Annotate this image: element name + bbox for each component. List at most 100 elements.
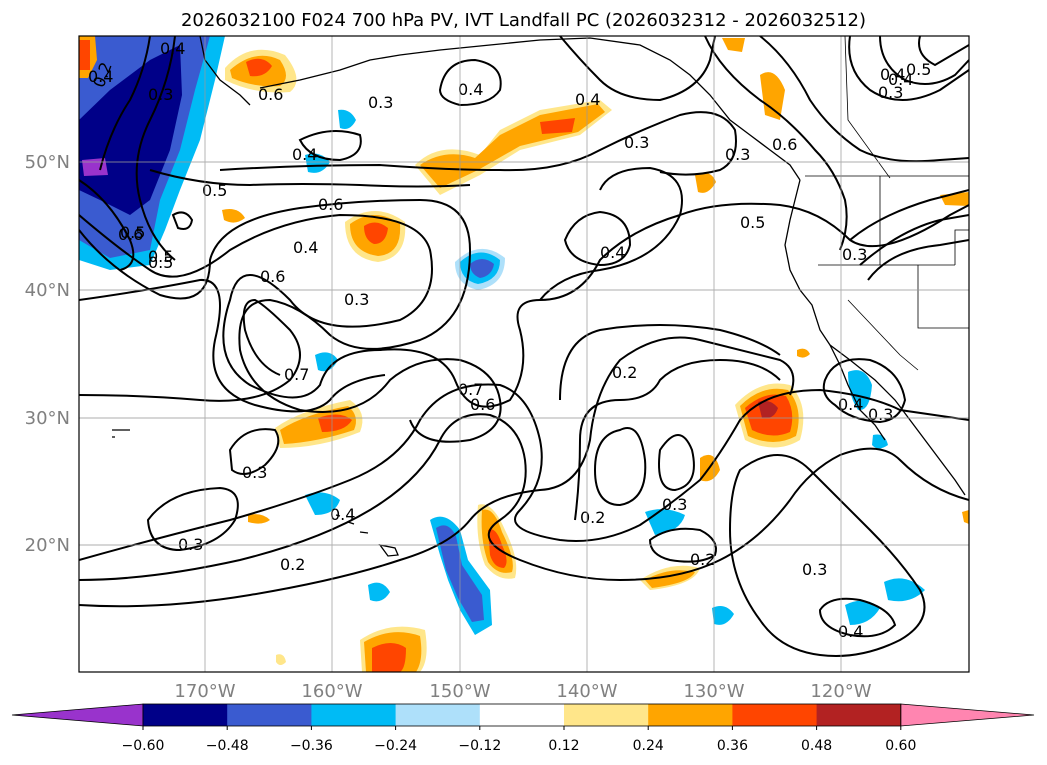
contour-path	[79, 198, 502, 443]
contour-path	[171, 211, 194, 230]
contour-label: 0.6	[318, 195, 343, 214]
orange-small-nw	[222, 209, 245, 223]
contour-path	[593, 427, 647, 507]
contour-label: 0.2	[280, 555, 305, 574]
contour-path	[658, 434, 695, 492]
map-border	[78, 35, 970, 673]
colorbar-segment	[479, 704, 565, 726]
contour-label: 0.5	[740, 213, 765, 232]
contour-label: 0.3	[868, 405, 893, 424]
contour-label: 0.6	[260, 267, 285, 286]
red-patch-gulf	[540, 118, 575, 134]
blue-small-1	[338, 109, 356, 129]
contour-label: 0.3	[725, 145, 750, 164]
contour-label: 0.5	[148, 247, 173, 266]
lon-label: 160°W	[301, 681, 362, 702]
purple-anomaly-nw	[82, 158, 108, 176]
contour-label: 0.7	[458, 380, 483, 399]
contour-path	[135, 36, 176, 261]
contour-label: 0.4	[88, 67, 113, 86]
aleutian-dots	[112, 429, 130, 438]
colorbar-tick-label: 0.24	[633, 738, 664, 754]
lat-label: 30°N	[25, 408, 70, 429]
colorbar-tick-label: −0.48	[206, 738, 249, 754]
contour-label: 0.6	[470, 395, 495, 414]
colorbar-segment	[564, 704, 649, 726]
contour-label: 0.5	[906, 60, 931, 79]
contour-path	[149, 169, 471, 188]
colorbar-tick-label: −0.24	[374, 738, 417, 754]
contour-path	[759, 36, 969, 163]
contour-path	[219, 111, 737, 176]
colorbar-border	[142, 703, 902, 727]
contour-path	[79, 278, 386, 413]
contour-label: 0.3	[662, 495, 687, 514]
contour-label: 0.2	[690, 550, 715, 569]
orange-anomaly-topcenter	[722, 38, 745, 52]
blue-small-4	[305, 492, 340, 515]
colorbar-segment	[311, 704, 397, 726]
orange-small-east	[962, 510, 969, 524]
orange-anomaly-18n-mid	[645, 570, 695, 588]
blue-anomaly-baja	[848, 370, 872, 411]
contour-path	[298, 130, 362, 162]
blue-small-5	[368, 582, 390, 602]
contour-label: 0.4	[880, 65, 905, 84]
contour-label: 0.2	[580, 508, 605, 527]
contour-label: 0.3	[344, 290, 369, 309]
orange-small-south	[276, 654, 286, 665]
lat-label: 50°N	[25, 152, 70, 173]
colorbar-segment	[648, 704, 733, 726]
colorbar-tick-label: −0.60	[122, 738, 165, 754]
colorbar-tick-label: 0.36	[717, 738, 748, 754]
contour-path	[574, 358, 781, 521]
contour-label: 0.3	[878, 83, 903, 102]
contour-path	[822, 358, 907, 424]
blue-anomaly-42n-core	[470, 259, 494, 278]
contour-label: 0.4	[888, 70, 913, 89]
colorbar-segment	[816, 704, 902, 726]
lon-label: 150°W	[429, 681, 490, 702]
latitude-labels: 50°N 40°N 30°N 20°N	[25, 152, 70, 556]
contour-label: 0.5	[120, 223, 145, 242]
colorbar-tick-label: 0.12	[548, 738, 579, 754]
lon-label: 170°W	[174, 681, 235, 702]
coastlines	[112, 36, 966, 557]
contour-label: 0.3	[802, 560, 827, 579]
orange-small-36n	[797, 348, 810, 358]
red-anomaly-170w-55n	[246, 58, 272, 77]
alaska-coast	[199, 36, 801, 181]
blue-anomaly-se	[884, 578, 925, 602]
hawaii-islands	[335, 514, 399, 557]
contour-path	[79, 336, 795, 608]
lat-label: 40°N	[25, 280, 70, 301]
colorbar-tick-label: 0.60	[885, 738, 916, 754]
red-anomaly-nw-corner	[79, 40, 90, 70]
positive-shading	[79, 36, 969, 672]
baja-coast	[829, 344, 886, 441]
contour-path	[704, 36, 848, 251]
contour-path	[99, 36, 151, 171]
lon-label: 120°W	[810, 681, 871, 702]
contour-path	[879, 36, 969, 85]
blue-small-7	[712, 606, 734, 625]
contour-path	[867, 239, 969, 281]
colorbar-segment	[732, 704, 818, 726]
colorbar-extend-min	[11, 703, 144, 727]
contour-label: 0.3	[624, 133, 649, 152]
contour-label: 0.4	[838, 395, 863, 414]
contour-path	[559, 324, 781, 401]
colorbar-tick-label: 0.48	[801, 738, 832, 754]
contour-label: 0.5	[202, 181, 227, 200]
contour-path	[728, 454, 926, 657]
contour-path	[918, 36, 969, 67]
colorbar-segment	[395, 704, 481, 726]
colorbar-tick-label: −0.12	[458, 738, 501, 754]
red-anomaly-44n	[364, 222, 388, 244]
contour-path	[79, 383, 969, 561]
contour-label: 0.4	[330, 505, 355, 524]
contour-path	[79, 298, 301, 402]
darkred-anomaly-30n-125w	[758, 400, 778, 419]
contour-label: 0.6	[118, 225, 143, 244]
contour-path	[849, 189, 969, 241]
